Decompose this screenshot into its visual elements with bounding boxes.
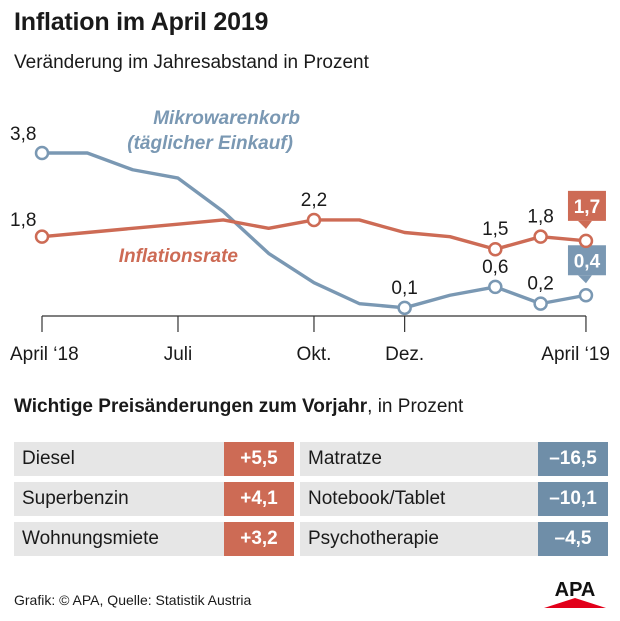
price-changes-title-bold: Wichtige Preisänderungen zum Vorjahr	[14, 396, 368, 417]
data-label: 0,4	[574, 251, 601, 272]
series-label-mikrowarenkorb-sub: (täglicher Einkauf)	[127, 133, 293, 154]
price-row-increase: Wohnungsmiete +3,2	[14, 522, 294, 556]
data-point	[578, 288, 594, 303]
highlight-badge	[567, 190, 606, 221]
price-item-label: Notebook/Tablet	[308, 488, 446, 509]
price-row-decrease: Matratze –16,5	[300, 442, 608, 476]
price-item-label: Superbenzin	[22, 488, 129, 509]
data-label: 1,7	[574, 197, 600, 218]
data-point	[533, 296, 548, 311]
x-tick-label: Juli	[164, 344, 193, 365]
x-tick-label: Okt.	[297, 344, 332, 365]
series-label-inflationsrate: Inflationsrate	[119, 246, 239, 267]
data-point	[488, 241, 503, 257]
price-changes-title-rest: , in Prozent	[367, 396, 464, 417]
data-label: 1,5	[482, 219, 508, 240]
price-item-label: Wohnungsmiete	[22, 528, 159, 549]
x-tick-label: April ‘19	[541, 344, 610, 365]
data-label: 0,1	[391, 278, 417, 299]
apa-logo: APA	[544, 579, 606, 608]
price-item-value: –16,5	[538, 442, 608, 476]
apa-logo-swoosh	[544, 598, 606, 608]
series-label-mikrowarenkorb: Mikrowarenkorb	[153, 108, 300, 129]
price-row-increase: Superbenzin +4,1	[14, 482, 294, 516]
price-item-label: Matratze	[308, 448, 382, 469]
price-changes-title: Wichtige Preisänderungen zum Vorjahr, in…	[14, 396, 463, 418]
price-item-label: Psychotherapie	[308, 528, 439, 549]
x-tick-label: April ‘18	[10, 344, 79, 365]
data-point	[34, 229, 50, 244]
source-credit: Grafik: © APA, Quelle: Statistik Austria	[14, 592, 252, 608]
price-item-label: Diesel	[22, 448, 75, 469]
data-point	[34, 145, 50, 161]
data-label: 3,8	[10, 124, 36, 145]
page-subtitle: Veränderung im Jahresabstand in Prozent	[14, 52, 369, 73]
data-label: 2,2	[301, 190, 327, 211]
price-item-value: +4,1	[224, 482, 294, 516]
price-row-increase: Diesel +5,5	[14, 442, 294, 476]
highlight-badge-pointer	[577, 220, 592, 229]
highlight-badge	[567, 245, 606, 276]
price-row-decrease: Psychotherapie –4,5	[300, 522, 608, 556]
price-item-value: +3,2	[224, 522, 294, 556]
page-title: Inflation im April 2019	[14, 8, 269, 36]
data-label: 1,8	[10, 210, 36, 231]
x-tick-label: Dez.	[385, 344, 424, 365]
price-item-value: –10,1	[538, 482, 608, 516]
data-point	[397, 300, 412, 316]
data-point	[578, 233, 594, 249]
data-point	[488, 279, 503, 295]
data-point	[306, 212, 322, 228]
price-item-value: +5,5	[224, 442, 294, 476]
data-point	[533, 229, 548, 244]
data-label: 1,8	[527, 207, 553, 228]
data-label: 0,6	[482, 257, 508, 278]
data-label: 0,2	[527, 274, 553, 295]
apa-logo-text: APA	[555, 579, 596, 601]
price-item-value: –4,5	[538, 522, 608, 556]
highlight-badge-pointer	[577, 275, 592, 284]
inflation-line-chart: April ‘18 Juli Okt. Dez. April ‘19 Mikrowaren…	[10, 108, 610, 365]
price-row-decrease: Notebook/Tablet –10,1	[300, 482, 608, 516]
